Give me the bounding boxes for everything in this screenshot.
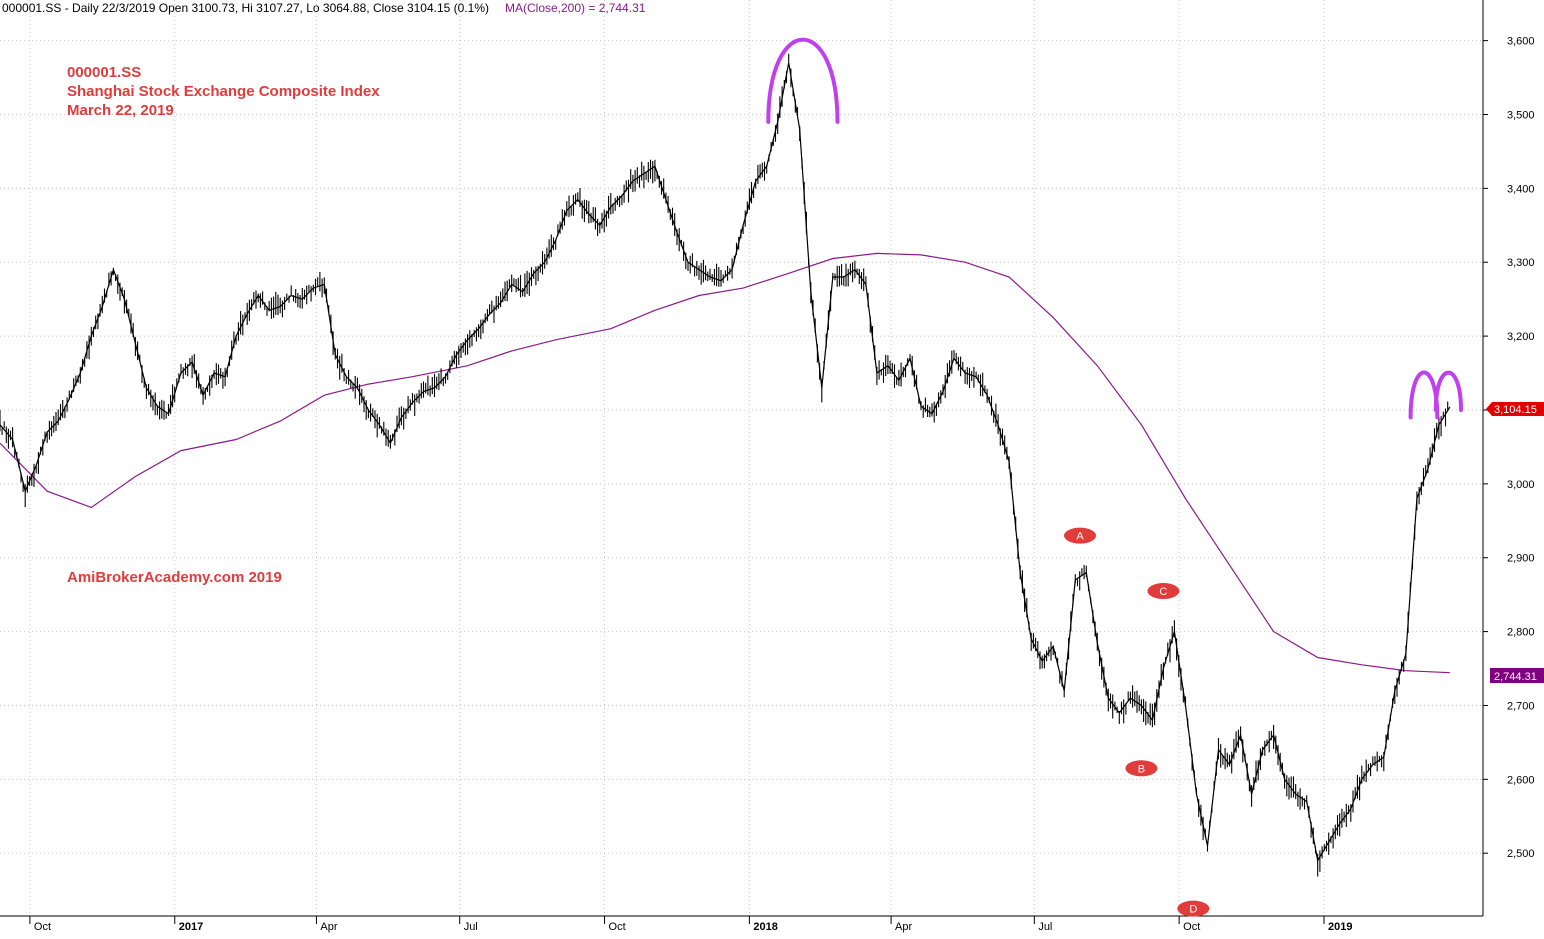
- y-tick-label: 3,200: [1507, 331, 1535, 343]
- watermark-text: AmiBrokerAcademy.com 2019: [67, 569, 282, 586]
- wave-label-b: B: [1125, 760, 1158, 777]
- ma-line: [0, 252, 1450, 674]
- ma-value-badge-bg: [1490, 668, 1544, 683]
- wave-label-text: B: [1138, 763, 1145, 775]
- annotation-date: March 22, 2019: [67, 102, 174, 119]
- x-tick-label: Apr: [320, 921, 337, 933]
- y-tick-label: 3,600: [1507, 36, 1535, 48]
- ma-value-badge: 2,744.31: [1490, 668, 1544, 683]
- price-close-line: [0, 62, 1451, 863]
- wave-label-bg: [1064, 527, 1096, 544]
- x-tick-label: 2017: [179, 921, 203, 933]
- y-tick-label: 2,600: [1507, 774, 1535, 786]
- double-top-arc-right: [1433, 370, 1463, 412]
- head-top-arc: [766, 37, 840, 124]
- wave-label-d: D: [1177, 900, 1210, 917]
- wave-label-c: C: [1147, 583, 1180, 599]
- annotation-index-name: Shanghai Stock Exchange Composite Index: [67, 83, 380, 100]
- y-tick-label: 3,300: [1507, 257, 1535, 269]
- x-tick-label: 2019: [1328, 921, 1352, 933]
- y-tick-label: 2,500: [1507, 848, 1535, 860]
- last-price-badge: 3,104.15: [1486, 402, 1544, 416]
- wave-label-text: D: [1189, 904, 1197, 916]
- header-ticker: 000001.SS - Daily 22/3/2019 Open 3100.73…: [2, 1, 489, 15]
- y-tick-label: 2,900: [1507, 553, 1535, 565]
- double-top-arc-left: [1408, 370, 1440, 420]
- gridlines: [0, 0, 1483, 916]
- x-tick-label: Oct: [609, 921, 626, 933]
- x-tick-label: 2018: [753, 921, 777, 933]
- x-tick-label: Oct: [34, 921, 51, 933]
- x-axis: Oct 2017 Apr Jul Oct 2018 Apr Jul Oct 2019: [29, 916, 1352, 933]
- y-axis: 2,5002,6002,7002,8002,9003,0003,1003,200…: [1483, 36, 1535, 860]
- wave-label-bg: [1125, 760, 1158, 777]
- y-tick-label: 2,800: [1507, 627, 1535, 639]
- ma-series: [0, 252, 1450, 674]
- last-price-label: 3,104.15: [1494, 404, 1537, 416]
- ma-value-label: 2,744.31: [1494, 671, 1537, 683]
- wave-label-bg: [1177, 900, 1210, 917]
- wave-label-text: C: [1159, 586, 1167, 598]
- y-tick-label: 2,700: [1507, 700, 1535, 712]
- x-tick-label: Jul: [1038, 921, 1052, 933]
- wave-label-text: A: [1076, 531, 1084, 543]
- x-tick-label: Apr: [895, 921, 912, 933]
- y-tick-label: 3,000: [1507, 479, 1535, 491]
- wave-label-a: A: [1064, 527, 1096, 544]
- last-price-badge-bg: [1486, 402, 1544, 416]
- price-series: [0, 53, 1451, 877]
- y-tick-label: 3,400: [1507, 183, 1535, 195]
- annotation-ticker: 000001.SS: [67, 64, 141, 81]
- point-labels: A B C D: [1064, 527, 1210, 917]
- header-ma: MA(Close,200) = 2,744.31: [505, 1, 646, 15]
- x-tick-label: Jul: [464, 921, 478, 933]
- x-tick-label: Oct: [1183, 921, 1200, 933]
- wave-label-bg: [1147, 583, 1180, 599]
- y-tick-label: 3,500: [1507, 110, 1535, 122]
- pattern-arcs: [766, 37, 1463, 420]
